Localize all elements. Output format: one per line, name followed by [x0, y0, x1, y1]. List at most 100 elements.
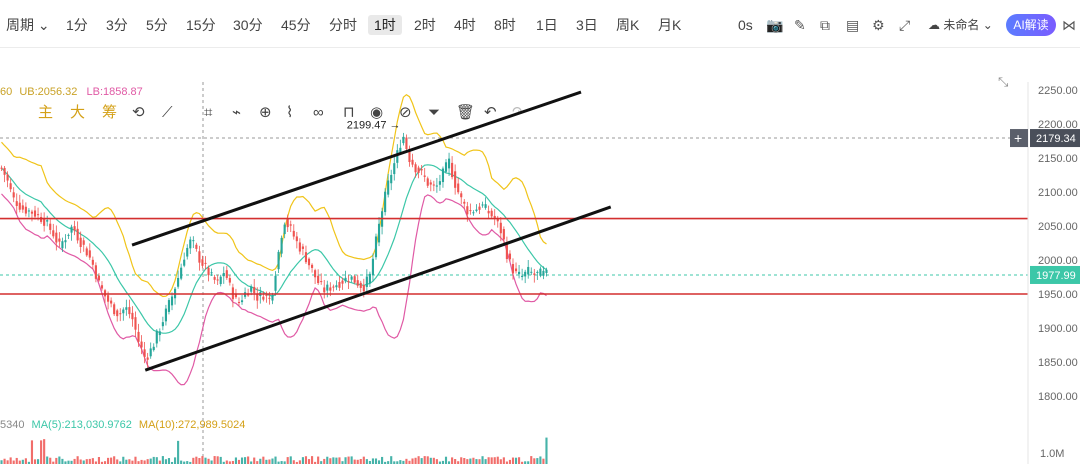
candle-body [36, 214, 40, 216]
chevron-down-icon: ⌄ [37, 17, 50, 33]
sync-icon[interactable]: ⟲ [132, 104, 145, 121]
zoom-in-icon[interactable]: ⊕ [259, 104, 272, 121]
candle-body [432, 184, 435, 186]
candle-body [307, 258, 311, 266]
volume-bar [286, 457, 289, 464]
volume-bar [52, 461, 55, 464]
indicator-chips[interactable]: 筹 [102, 104, 118, 121]
volume-bar [247, 456, 250, 464]
timeframe-3m[interactable]: 3分 [106, 17, 128, 33]
timeframe-8h[interactable]: 8时 [494, 17, 516, 33]
volume-bar [502, 457, 505, 464]
candle-body [262, 296, 265, 300]
candle-body [0, 167, 3, 169]
volume-bar [27, 461, 30, 464]
volume-bar [496, 456, 499, 464]
add-level-button [1010, 129, 1028, 148]
candle-body [277, 251, 280, 270]
bb-lb-value: 1858.87 [103, 86, 143, 98]
volume-bar [24, 458, 27, 464]
candle-body [225, 270, 228, 278]
period-selector[interactable]: 周期 ⌄ [6, 15, 50, 35]
volume-bar [469, 458, 472, 464]
volume-bar [219, 456, 222, 464]
timeframe-month[interactable]: 月K [658, 17, 682, 33]
lock-icon[interactable]: ⊓ [343, 104, 355, 121]
hide-icon[interactable]: ⊘ [399, 104, 412, 121]
candle-body [362, 284, 365, 292]
volume-bar [140, 459, 143, 464]
candle-body [213, 277, 216, 280]
volume-bar [317, 456, 320, 464]
timeframe-4h[interactable]: 4时 [454, 17, 476, 33]
candle-body [177, 277, 180, 287]
ai-analysis-button[interactable]: AI解读 [1006, 14, 1056, 36]
volume-bar [15, 457, 18, 464]
fullscreen-icon[interactable]: ⤢ [899, 17, 911, 33]
volume-bar [338, 457, 341, 464]
volume-bar [362, 456, 365, 464]
volume-bar [195, 456, 198, 464]
share-icon[interactable]: ⋈ [1062, 17, 1076, 33]
volume-bar [85, 459, 88, 464]
volume-bar [399, 460, 402, 464]
price-labels: 2199.47 → + 2179.34 1977.99 1.0M ⤡ [347, 74, 1080, 460]
candle-body [155, 330, 158, 344]
candle-body [149, 348, 152, 357]
candle-body [70, 226, 73, 233]
candle-body [33, 210, 37, 217]
volume-bar [173, 457, 177, 464]
volume-bar [481, 456, 484, 464]
gear-icon[interactable]: ⚙ [872, 17, 885, 33]
candle-body [91, 259, 94, 265]
timeframe-5m[interactable]: 5分 [146, 17, 168, 33]
filter-icon[interactable]: ⏷ [428, 104, 441, 121]
candle-body [73, 226, 76, 231]
notes-icon[interactable]: ▤ [846, 17, 860, 33]
timeframe-30m[interactable]: 30分 [233, 17, 263, 33]
volume-bar [61, 458, 64, 464]
candle-body [164, 308, 167, 322]
candle-body [219, 276, 222, 285]
timeframe-intraday[interactable]: 分时 [329, 17, 357, 33]
line-tool-icon[interactable]: ⟋ [162, 104, 173, 121]
candle-body [116, 310, 119, 317]
timeframe-3d[interactable]: 3日 [576, 17, 598, 33]
magnet-icon[interactable]: ⌇ [286, 104, 294, 121]
timeframe-1m[interactable]: 1分 [66, 17, 88, 33]
timeframe-2h[interactable]: 2时 [414, 17, 436, 33]
timeframe-week[interactable]: 周K [616, 17, 640, 33]
bb-lb-label: LB: [86, 86, 103, 98]
camera-icon[interactable]: 📷 [766, 17, 784, 33]
volume-bar [186, 461, 189, 464]
pencil-icon[interactable]: ✎ [794, 17, 806, 33]
indicator-big[interactable]: 大 [70, 104, 86, 121]
layout-icon[interactable]: ⧉ [820, 17, 830, 33]
timeframe-45m[interactable]: 45分 [281, 17, 311, 33]
volume-bar [259, 458, 262, 464]
candle-body [18, 202, 21, 210]
vol-prefix: 5340 [0, 419, 25, 431]
volume-bar [518, 457, 521, 464]
volume-bar [143, 460, 146, 464]
crop-icon[interactable]: ⌗ [204, 104, 213, 121]
chart-name-selector[interactable]: ☁ 未命名 ⌄ [928, 15, 993, 35]
candle-body [326, 284, 329, 291]
undo-icon[interactable]: ↶ [484, 104, 497, 121]
indicator-main[interactable]: 主 [38, 104, 54, 121]
candle-body [405, 137, 408, 150]
link-icon[interactable]: ∞ [313, 104, 324, 121]
trash-icon[interactable]: 🗑 [456, 104, 476, 121]
eye-icon[interactable]: ◉ [370, 104, 384, 121]
volume-bar [505, 461, 508, 464]
timeframe-15m[interactable]: 15分 [186, 17, 216, 33]
candle-body [411, 159, 414, 165]
timeframe-1d[interactable]: 1日 [536, 17, 558, 33]
timeframe-1h[interactable]: 1时 [368, 15, 402, 35]
volume-bar [444, 456, 448, 464]
candle-body [195, 244, 198, 249]
candle-body [256, 294, 259, 301]
ruler-icon[interactable]: ⌁ [232, 104, 242, 121]
candle-body [237, 302, 241, 304]
